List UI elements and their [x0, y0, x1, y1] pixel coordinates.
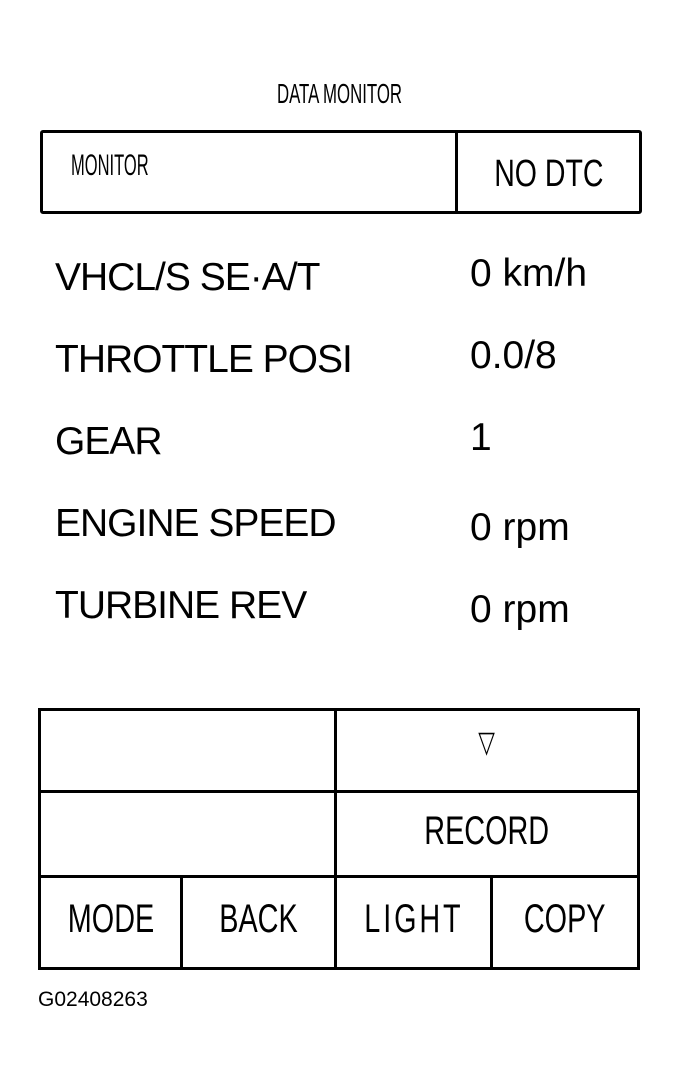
back-label: BACK: [219, 897, 298, 941]
scroll-down-button[interactable]: ▽: [337, 725, 637, 760]
divider: [334, 711, 337, 967]
divider: [490, 875, 493, 967]
header-box: MONITOR NO DTC: [40, 130, 642, 214]
figure-id: G02408263: [38, 988, 148, 1011]
divider: [41, 790, 637, 793]
mode-label: MONITOR: [71, 149, 149, 182]
mode-label: MODE: [67, 897, 154, 941]
screen-title: DATA MONITOR: [276, 78, 403, 109]
item-value: 0.0/8: [470, 334, 557, 377]
item-label: ENGINE SPEED: [55, 502, 337, 545]
copy-label: COPY: [524, 897, 606, 941]
item-label: GEAR: [55, 420, 163, 463]
divider: [180, 875, 183, 967]
item-value: 0 rpm: [470, 506, 570, 549]
divider: [455, 133, 458, 211]
dtc-status-text: NO DTC: [493, 153, 604, 195]
item-value: 1: [470, 416, 492, 459]
record-button[interactable]: RECORD: [337, 809, 637, 854]
record-label: RECORD: [424, 809, 550, 853]
item-label: TURBINE REV: [55, 584, 307, 627]
light-label: LIGHT: [363, 897, 464, 941]
blank-button[interactable]: [41, 711, 334, 790]
back-button[interactable]: BACK: [183, 897, 334, 942]
item-label: THROTTLE POSI: [55, 338, 353, 381]
blank-button[interactable]: [41, 793, 334, 875]
copy-button[interactable]: COPY: [493, 897, 637, 942]
light-button[interactable]: LIGHT: [337, 897, 490, 942]
item-value: 0 rpm: [470, 588, 570, 631]
triangle-down-icon: ▽: [478, 726, 496, 759]
dtc-status: NO DTC: [458, 153, 639, 196]
divider: [41, 875, 637, 878]
mode-button[interactable]: MODE: [41, 897, 180, 942]
button-panel: ▽ RECORD MODE BACK LIGHT COPY: [38, 708, 640, 970]
item-label: VHCL/S SE·A/T: [55, 256, 320, 299]
item-value: 0 km/h: [470, 252, 588, 295]
